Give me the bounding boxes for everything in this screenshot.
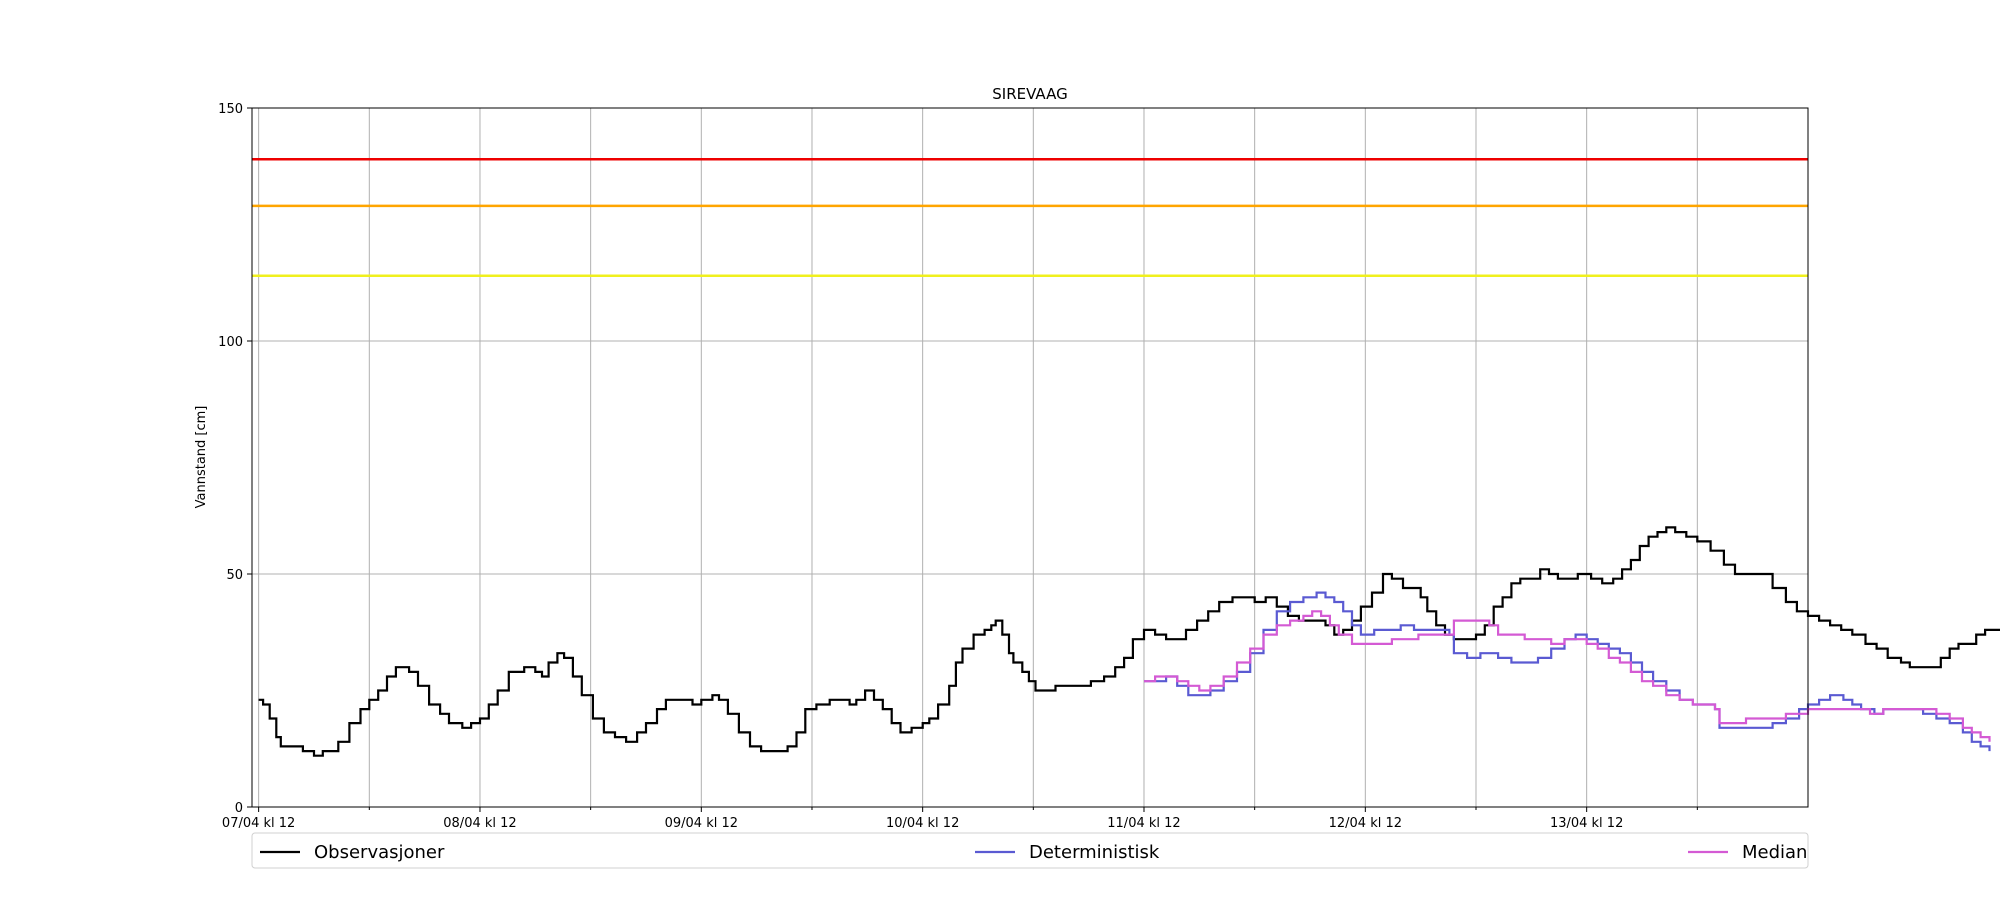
x-tick-label: 07/04 kl 12	[222, 816, 295, 831]
y-tick-label: 0	[235, 801, 243, 816]
series-line-deterministisk	[1144, 591, 1991, 752]
y-axis-label: Vannstand [cm]	[194, 406, 209, 509]
series-line-median	[1144, 610, 1991, 742]
legend-label: Deterministisk	[1029, 842, 1160, 863]
series-line-observasjoner	[258, 526, 2000, 757]
legend-item-observasjoner: Observasjoner	[260, 842, 445, 863]
y-tick-label: 150	[218, 102, 243, 117]
x-tick-label: 08/04 kl 12	[443, 816, 516, 831]
y-tick-label: 100	[218, 335, 243, 350]
legend-item-deterministisk: Deterministisk	[975, 842, 1160, 863]
x-tick-label: 11/04 kl 12	[1107, 816, 1180, 831]
x-tick-label: 09/04 kl 12	[665, 816, 738, 831]
legend-label: Observasjoner	[314, 842, 445, 863]
threshold-lines	[252, 158, 1808, 278]
legend-frame	[251, 832, 1809, 869]
x-tick-label: 10/04 kl 12	[886, 816, 959, 831]
chart-title: SIREVAAG	[992, 85, 1067, 103]
plot-frame	[251, 107, 1809, 808]
y-tick-label: 50	[226, 568, 243, 583]
legend: Observasjoner Deterministisk Median	[251, 832, 1809, 869]
legend-item-median: Median	[1688, 842, 1807, 863]
series-lines	[258, 526, 2000, 757]
plot-background	[252, 108, 1808, 807]
legend-label: Median	[1742, 842, 1807, 863]
x-tick-label: 13/04 kl 12	[1550, 816, 1623, 831]
axis-ticks: 07/04 kl 12 08/04 kl 12 09/04 kl 12 10/04 k…	[218, 102, 1698, 831]
x-tick-label: 12/04 kl 12	[1329, 816, 1402, 831]
